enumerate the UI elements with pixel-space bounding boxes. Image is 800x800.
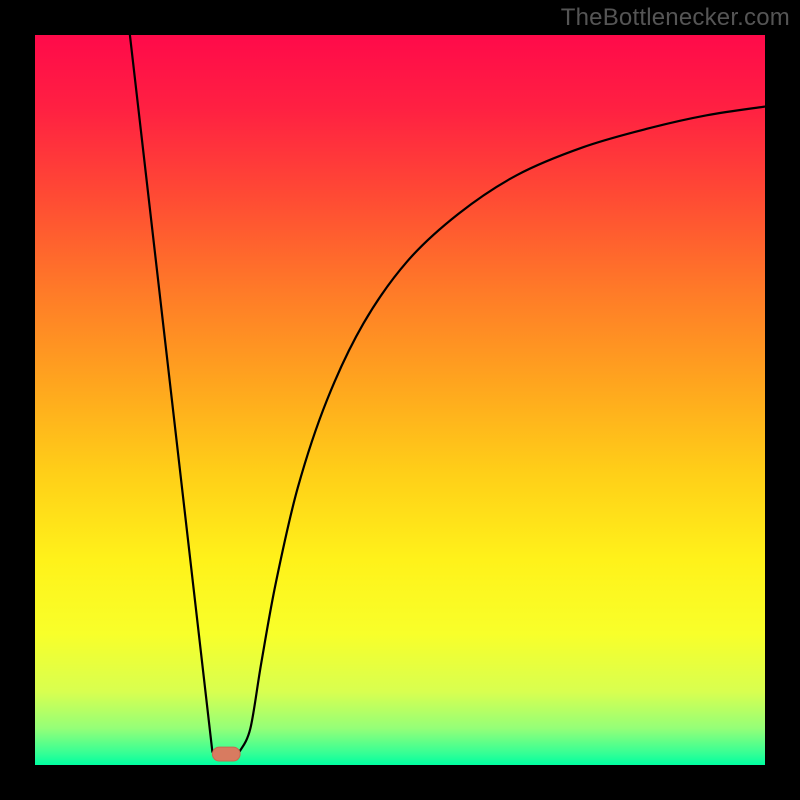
minimum-point-marker [212,747,240,761]
bottleneck-plot [0,0,800,800]
chart-frame: TheBottlenecker.com [0,0,800,800]
plot-background [35,35,765,765]
attribution-label: TheBottlenecker.com [561,4,790,32]
